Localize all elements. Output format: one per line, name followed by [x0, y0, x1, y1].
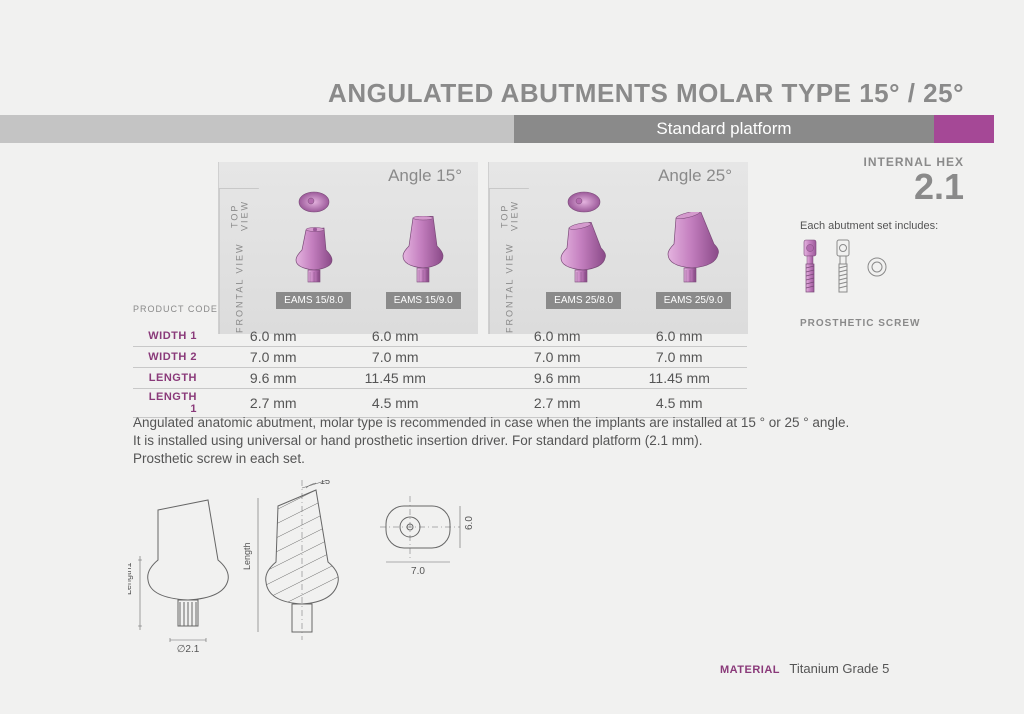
- cell: 6.0 mm: [219, 326, 328, 347]
- row-label: WIDTH 2: [133, 347, 219, 368]
- table-row: WIDTH 1 6.0 mm 6.0 mm 6.0 mm 6.0 mm: [133, 326, 747, 347]
- cell: 6.0 mm: [328, 326, 463, 347]
- abutment-panel: Angle 15° TOP VIEW FRONTAL VIEW: [218, 162, 748, 334]
- cell: 9.6 mm: [219, 368, 328, 389]
- subtitle-bar: Standard platform: [0, 115, 994, 143]
- table-row: WIDTH 2 7.0 mm 7.0 mm 7.0 mm 7.0 mm: [133, 347, 747, 368]
- description-line: It is installed using universal or hand …: [133, 432, 893, 450]
- product-code-badge: EAMS 15/9.0: [386, 292, 461, 309]
- material-value: Titanium Grade 5: [789, 661, 889, 676]
- abutment-cell-25-9: EAMS 25/9.0: [638, 188, 748, 334]
- dim-width: 7.0: [411, 566, 425, 577]
- cell: 6.0 mm: [612, 326, 747, 347]
- top-view-label: TOP VIEW: [489, 188, 529, 242]
- abutment-cell-25-8: EAMS 25/8.0: [529, 188, 639, 334]
- abutment-top-icon: [297, 188, 331, 216]
- frontal-view-label: FRONTAL VIEW: [219, 242, 259, 334]
- subtitle-bar-left: [0, 115, 514, 143]
- cell: 7.0 mm: [219, 347, 328, 368]
- angle-25-header: Angle 25°: [489, 162, 748, 188]
- internal-hex-block: INTERNAL HEX 2.1: [864, 155, 964, 205]
- table-row: LENGTH 9.6 mm 11.45 mm 9.6 mm 11.45 mm: [133, 368, 747, 389]
- row-label: LENGTH: [133, 368, 219, 389]
- angle-15-header: Angle 15°: [219, 162, 478, 188]
- dimensions-table: WIDTH 1 6.0 mm 6.0 mm 6.0 mm 6.0 mm WIDT…: [133, 326, 747, 418]
- dim-height: 6.0: [464, 516, 475, 530]
- cell: 11.45 mm: [328, 368, 463, 389]
- angle-group-15: Angle 15° TOP VIEW FRONTAL VIEW: [218, 162, 478, 334]
- subtitle-text: Standard platform: [514, 115, 934, 143]
- product-code-label: PRODUCT CODE: [133, 304, 218, 314]
- product-code-badge: EAMS 25/9.0: [656, 292, 731, 309]
- abutment-cell-15-8: EAMS 15/8.0: [259, 188, 369, 334]
- technical-drawing: ∅2.1 Length1 Length 15° 7.0 6.0: [128, 480, 488, 670]
- cell: 6.0 mm: [503, 326, 612, 347]
- ring-icon: [866, 256, 888, 278]
- subtitle-accent: [934, 115, 994, 143]
- page-title: ANGULATED ABUTMENTS MOLAR TYPE 15° / 25°: [0, 78, 994, 109]
- row-label: WIDTH 1: [133, 326, 219, 347]
- abutment-frontal-icon: [664, 216, 722, 290]
- top-view-label: TOP VIEW: [219, 188, 259, 242]
- dim-length: Length: [242, 542, 252, 570]
- description-line: Angulated anatomic abutment, molar type …: [133, 414, 893, 432]
- cell: 9.6 mm: [503, 368, 612, 389]
- description-line: Prosthetic screw in each set.: [133, 450, 893, 468]
- set-includes-label: Each abutment set includes:: [800, 220, 938, 232]
- abutment-frontal-icon: [290, 216, 338, 290]
- abutment-cell-15-9: EAMS 15/9.0: [368, 188, 478, 334]
- cell: 7.0 mm: [612, 347, 747, 368]
- product-code-badge: EAMS 25/8.0: [546, 292, 621, 309]
- angle-group-25: Angle 25° TOP VIEW FRONTAL VIEW: [488, 162, 748, 334]
- dim-length1: Length1: [128, 562, 133, 595]
- product-code-badge: EAMS 15/8.0: [276, 292, 351, 309]
- prosthetic-screw-outline-icon: [834, 238, 852, 296]
- dim-angle: 15°: [320, 480, 334, 486]
- internal-hex-value: 2.1: [864, 169, 964, 205]
- abutment-frontal-icon: [557, 216, 611, 290]
- abutment-frontal-icon: [397, 216, 449, 290]
- material-block: MATERIAL Titanium Grade 5: [720, 661, 889, 676]
- cell: 7.0 mm: [503, 347, 612, 368]
- title-block: ANGULATED ABUTMENTS MOLAR TYPE 15° / 25°…: [0, 78, 994, 143]
- prosthetic-screw-colored-icon: [800, 238, 820, 296]
- frontal-view-label: FRONTAL VIEW: [489, 242, 529, 334]
- set-icons: [800, 238, 888, 296]
- prosthetic-screw-label: PROSTHETIC SCREW: [800, 318, 920, 329]
- abutment-top-icon: [566, 188, 602, 216]
- cell: 11.45 mm: [612, 368, 747, 389]
- material-label: MATERIAL: [720, 664, 780, 676]
- cell: 7.0 mm: [328, 347, 463, 368]
- dim-diameter: ∅2.1: [177, 644, 200, 655]
- description-block: Angulated anatomic abutment, molar type …: [133, 414, 893, 469]
